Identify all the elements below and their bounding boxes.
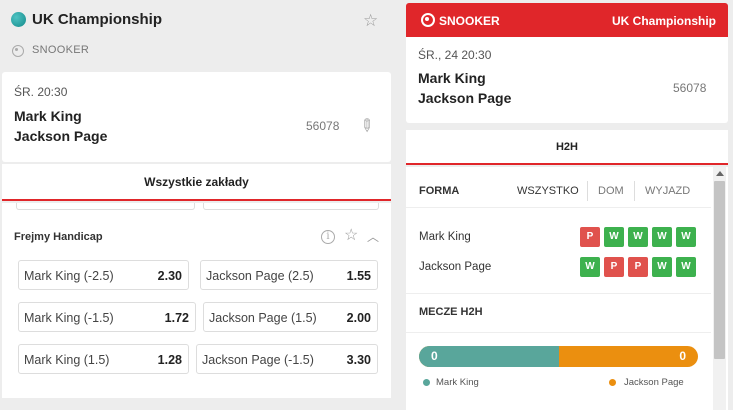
h2h-home-fill [419, 346, 559, 367]
h2h-title: MECZE H2H [419, 306, 483, 318]
globe-icon [11, 12, 26, 27]
form-badge-win: W [604, 227, 624, 247]
form-badge-loss: P [628, 257, 648, 277]
selection-name: Mark King (1.5) [24, 353, 110, 367]
favorite-star-icon[interactable]: ☆ [363, 11, 379, 30]
form-label: FORMA [419, 185, 460, 197]
form-badge-win: W [580, 257, 600, 277]
odds-value: 1.28 [157, 353, 182, 367]
match-date: ŚR. 20:30 [14, 85, 68, 99]
divider [587, 181, 588, 201]
divider [634, 181, 635, 201]
event-header: SNOOKER UK Championship [406, 3, 728, 37]
odds-value: 3.30 [346, 353, 371, 367]
competition-title: UK Championship [32, 11, 162, 28]
sport-label: SNOOKER [439, 14, 500, 28]
tab-h2h[interactable]: H2H [555, 141, 578, 153]
match-id: 56078 [673, 81, 707, 95]
odds-button[interactable]: Jackson Page (2.5) 1.55 [200, 260, 378, 290]
bets-tabbar: Wszystkie zakłady [2, 164, 391, 201]
markets-panel: Frejmy Handicap i ☆ ︿ Mark King (-2.5) 2… [2, 203, 391, 410]
form-filter-row: FORMA WSZYSTKO DOM WYJAZD [406, 172, 711, 208]
market-title: Frejmy Handicap [14, 231, 103, 243]
selection-name: Jackson Page (2.5) [206, 269, 314, 283]
legend-home-label: Mark King [436, 377, 479, 388]
odds-value: 1.72 [164, 311, 189, 325]
section-divider [406, 293, 711, 294]
selection-name: Jackson Page (-1.5) [202, 353, 314, 367]
odds-button[interactable]: Jackson Page (1.5) 2.00 [203, 302, 378, 332]
form-player-name: Mark King [419, 231, 471, 243]
form-player-name: Jackson Page [419, 261, 492, 273]
scroll-up-arrow-icon[interactable] [716, 171, 724, 176]
selection-name: Mark King (-1.5) [24, 311, 114, 325]
chevron-up-icon[interactable]: ︿ [367, 230, 380, 244]
competition-header: UK Championship ☆ SNOOKER [0, 0, 392, 66]
odds-value: 2.30 [157, 269, 182, 283]
home-team: Mark King [14, 108, 82, 124]
legend-away-dot [609, 379, 616, 386]
odds-button[interactable]: Mark King (1.5) 1.28 [18, 344, 189, 374]
info-icon[interactable]: i [321, 230, 335, 244]
h2h-away-wins: 0 [679, 349, 686, 363]
scrollbar[interactable] [713, 167, 726, 410]
away-team: Jackson Page [14, 128, 108, 144]
legend-away-label: Jackson Page [624, 377, 684, 388]
competition-label: UK Championship [612, 14, 716, 28]
odds-button[interactable]: Jackson Page (-1.5) 3.30 [196, 344, 378, 374]
snooker-icon [12, 45, 24, 57]
filter-all[interactable]: WSZYSTKO [517, 185, 579, 197]
odds-value: 2.00 [346, 311, 371, 325]
odds-button[interactable]: Mark King (-2.5) 2.30 [18, 260, 189, 290]
pin-icon[interactable]: ✎ [354, 113, 379, 138]
odds-value: 1.55 [346, 269, 371, 283]
home-team: Mark King [418, 70, 486, 86]
h2h-content: FORMA WSZYSTKO DOM WYJAZD Mark King P W … [406, 167, 728, 410]
selection-name: Jackson Page (1.5) [209, 311, 317, 325]
section-divider [406, 332, 711, 333]
tab-all-bets[interactable]: Wszystkie zakłady [144, 175, 249, 189]
event-card: ŚR., 24 20:30 Mark King Jackson Page 560… [406, 37, 728, 123]
h2h-balance-bar: 0 0 [419, 346, 698, 367]
filter-away[interactable]: WYJAZD [645, 185, 691, 197]
panel-gap [0, 398, 392, 410]
form-badge-win: W [652, 257, 672, 277]
filter-home[interactable]: DOM [598, 185, 624, 197]
form-badge-loss: P [580, 227, 600, 247]
match-date: ŚR., 24 20:30 [418, 48, 492, 62]
form-badge-win: W [628, 227, 648, 247]
snooker-icon [421, 13, 435, 27]
form-badge-win: W [676, 257, 696, 277]
h2h-home-wins: 0 [431, 349, 438, 363]
form-badge-win: W [676, 227, 696, 247]
odds-button[interactable]: Mark King (-1.5) 1.72 [18, 302, 196, 332]
away-team: Jackson Page [418, 90, 512, 106]
left-panel: UK Championship ☆ SNOOKER ŚR. 20:30 Mark… [0, 0, 392, 410]
sport-label: SNOOKER [32, 44, 90, 56]
legend-home-dot [423, 379, 430, 386]
odds-button-cut[interactable] [203, 203, 379, 210]
stats-tabbar: H2H [406, 130, 728, 165]
right-panel: SNOOKER UK Championship ŚR., 24 20:30 Ma… [406, 0, 728, 410]
market-star-icon[interactable]: ☆ [344, 227, 359, 244]
form-badge-loss: P [604, 257, 624, 277]
odds-button-cut[interactable] [16, 203, 195, 210]
match-card[interactable]: ŚR. 20:30 Mark King Jackson Page 56078 ✎ [2, 72, 391, 162]
selection-name: Mark King (-2.5) [24, 269, 114, 283]
scroll-thumb[interactable] [714, 181, 725, 359]
match-id: 56078 [306, 119, 340, 133]
form-badge-win: W [652, 227, 672, 247]
